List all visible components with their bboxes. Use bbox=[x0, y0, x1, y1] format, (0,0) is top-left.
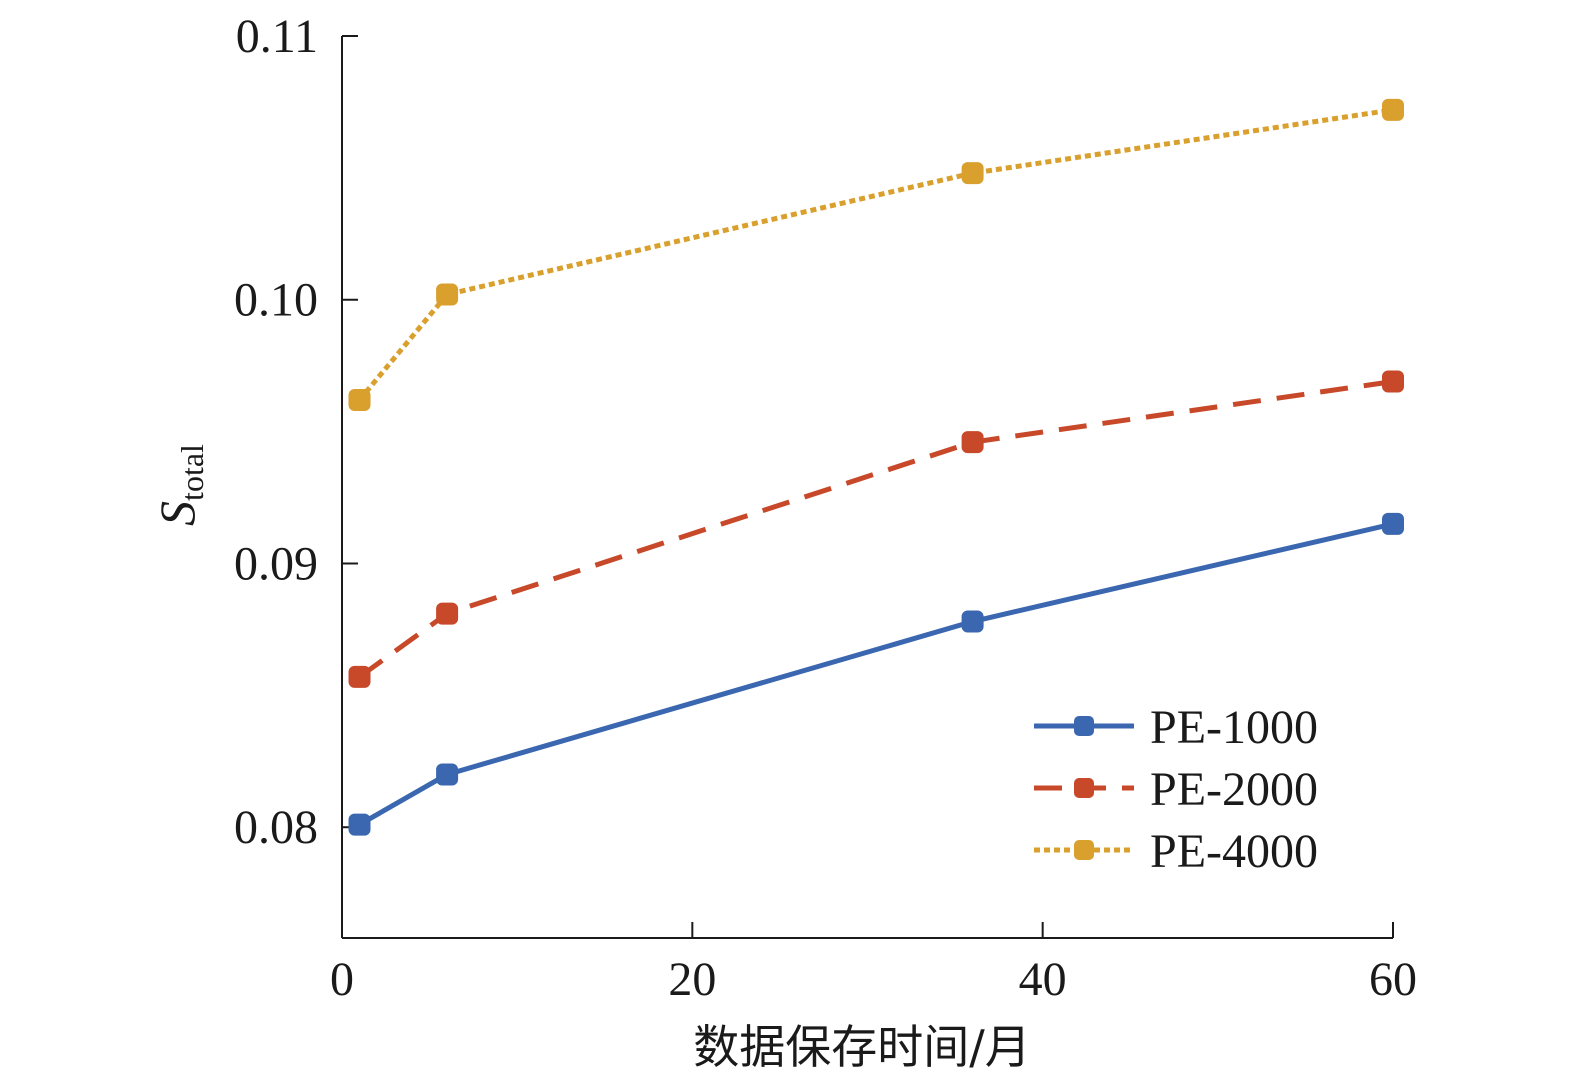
x-tick-label: 20 bbox=[668, 953, 716, 1006]
x-tick-label: 0 bbox=[330, 953, 354, 1006]
legend-label: PE-2000 bbox=[1150, 763, 1318, 816]
data-point bbox=[436, 602, 459, 625]
legend: PE-1000 PE-2000 PE-4000 bbox=[1034, 701, 1318, 878]
data-point bbox=[961, 610, 984, 633]
series-line-pe-1000 bbox=[358, 521, 1394, 827]
data-point bbox=[1382, 370, 1404, 393]
legend-marker bbox=[1074, 778, 1094, 798]
y-tick-label: 0.11 bbox=[236, 10, 318, 63]
legend-marker bbox=[1074, 840, 1094, 860]
data-point bbox=[961, 162, 984, 185]
data-point bbox=[1382, 512, 1404, 535]
series-layer bbox=[348, 98, 1404, 836]
legend-label: PE-1000 bbox=[1150, 701, 1318, 754]
data-point bbox=[436, 283, 459, 306]
y-tick-label: 0.08 bbox=[234, 801, 318, 854]
y-axis-title-main: S bbox=[149, 501, 205, 526]
series-line-pe-4000 bbox=[357, 107, 1394, 402]
y-ticks: 0.08 0.09 0.10 0.11 bbox=[234, 10, 358, 854]
data-point bbox=[1382, 98, 1404, 121]
x-tick-label: 60 bbox=[1369, 953, 1417, 1006]
y-tick-label: 0.10 bbox=[234, 274, 318, 327]
data-point bbox=[961, 431, 984, 454]
y-axis-title: Stotal bbox=[149, 444, 210, 526]
legend-label: PE-4000 bbox=[1150, 825, 1318, 878]
data-point bbox=[436, 763, 459, 786]
data-point bbox=[348, 813, 371, 836]
x-axis-title: 数据保存时间/月 bbox=[693, 1020, 1031, 1074]
axes bbox=[341, 36, 1393, 939]
x-ticks: 0 20 40 60 bbox=[330, 922, 1417, 1006]
y-axis-title-sub: total bbox=[174, 444, 210, 501]
data-point bbox=[348, 665, 371, 688]
y-tick-label: 0.09 bbox=[234, 537, 318, 590]
series-line-pe-2000 bbox=[358, 379, 1394, 679]
data-point bbox=[348, 388, 371, 411]
x-tick-label: 40 bbox=[1019, 953, 1067, 1006]
legend-marker bbox=[1074, 716, 1094, 736]
